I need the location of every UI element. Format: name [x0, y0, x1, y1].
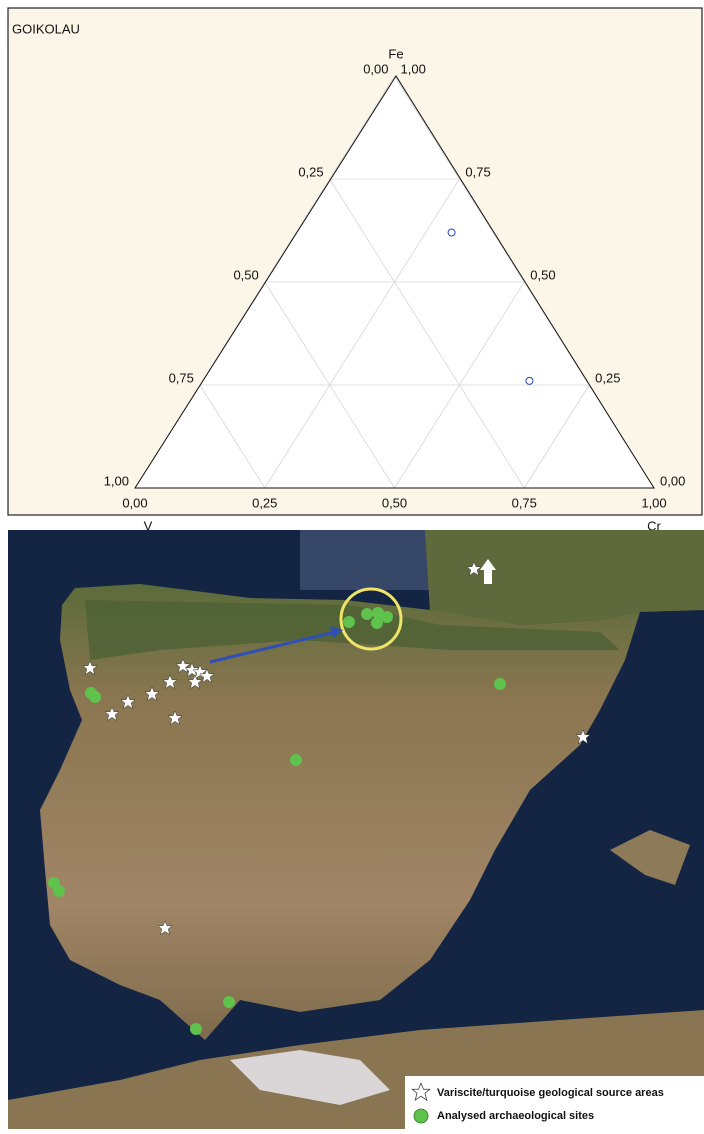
site	[290, 754, 302, 766]
axis-label-right: Cr	[647, 518, 661, 533]
tick-label: 0,50	[233, 267, 258, 282]
legend-text: Variscite/turquoise geological source ar…	[437, 1087, 664, 1099]
north-arrow	[480, 559, 496, 584]
point	[525, 376, 534, 385]
map: Variscite/turquoise geological source ar…	[8, 530, 704, 1129]
site	[190, 1023, 202, 1035]
tick-label: 0,25	[595, 370, 620, 385]
tick-label: 0,75	[465, 164, 490, 179]
site	[372, 607, 384, 619]
axis-label-top: Fe	[388, 46, 403, 61]
tick-label: 1,00	[641, 495, 666, 510]
tick-label: 0,50	[382, 495, 407, 510]
point	[447, 228, 456, 237]
tick-label: 1,00	[104, 473, 129, 488]
tick-label: 0,00	[363, 61, 388, 76]
ternary-frame	[134, 75, 655, 489]
clouds	[230, 1050, 390, 1105]
grid-line	[394, 281, 525, 489]
site	[53, 885, 65, 897]
green-north	[85, 600, 620, 660]
baleares	[610, 830, 690, 885]
site	[89, 691, 101, 703]
legend	[405, 1076, 704, 1129]
site	[343, 616, 355, 628]
site	[494, 678, 506, 690]
arrow-head	[330, 626, 343, 638]
legend-text: Analysed archaeological sites	[437, 1110, 594, 1122]
grid-line	[523, 384, 590, 489]
highlight-circle	[339, 587, 403, 651]
chart-title: GOIKOLAU	[12, 21, 80, 36]
tick-label: 0,00	[660, 473, 685, 488]
site	[223, 996, 235, 1008]
tick-label: 0,75	[169, 370, 194, 385]
site	[371, 617, 383, 629]
tick-label: 0,25	[252, 495, 277, 510]
tick-label: 0,50	[530, 267, 555, 282]
axis-label-left: V	[144, 518, 153, 533]
tick-label: 1,00	[401, 61, 426, 76]
grid-line	[264, 178, 460, 489]
sites	[48, 607, 506, 1035]
france	[425, 530, 704, 625]
grid-line	[199, 384, 266, 489]
sea-glare	[300, 530, 430, 590]
site	[361, 608, 373, 620]
tick-label: 0,00	[122, 495, 147, 510]
tick-label: 0,75	[512, 495, 537, 510]
grid-line	[329, 178, 525, 489]
legend-dot	[413, 1108, 429, 1124]
iberia	[40, 584, 640, 1040]
tick-label: 0,25	[298, 164, 323, 179]
site	[381, 611, 393, 623]
arrow	[209, 630, 336, 664]
